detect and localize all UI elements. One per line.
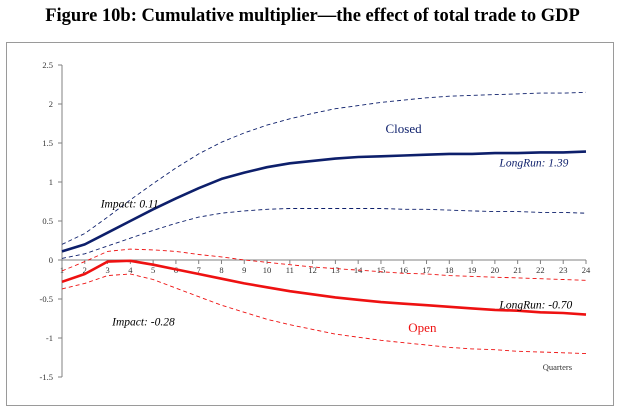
x-tick-label: 10: [263, 265, 272, 275]
closed-confidence-band-line-1: [61, 91, 587, 245]
x-tick-label: 16: [399, 265, 408, 275]
x-tick-label: 19: [468, 265, 477, 275]
x-tick-label: 22: [536, 265, 545, 275]
line-chart: 2.521.510.50-0.5-1-1.51 2 3 4 5 6 7 8 9 10 11 12 13 1…: [40, 60, 591, 382]
x-tick-label: 18: [445, 265, 454, 275]
y-tick-label: 0: [49, 255, 53, 265]
x-tick-label: 8: [219, 265, 223, 275]
x-tick-label: 24: [582, 265, 591, 275]
y-tick-label: -1.5: [40, 372, 53, 382]
x-tick-label: 1: [60, 265, 64, 275]
x-tick-label: 7: [197, 265, 201, 275]
figure-title: Figure 10b: Cumulative multiplier—the ef…: [45, 6, 580, 26]
x-tick-label: 15: [377, 265, 386, 275]
x-tick-label: 13: [331, 265, 340, 275]
x-axis-label: Quarters: [543, 362, 572, 372]
x-tick-label: 9: [242, 265, 246, 275]
y-tick-label: 2.5: [42, 60, 53, 70]
y-tick-label: -1: [46, 333, 53, 343]
annotation-0: Closed: [386, 121, 423, 136]
x-tick-label: 17: [422, 265, 431, 275]
x-tick-label: 20: [491, 265, 500, 275]
closed-point-estimate-line-0: [61, 150, 587, 253]
x-tick-label: 11: [286, 265, 294, 275]
annotation-1: LongRun: 1.39: [498, 157, 568, 169]
closed-confidence-band-line-2: [61, 208, 587, 259]
annotation-2: Impact: 0.11: [100, 199, 159, 211]
open-confidence-band-line-4: [61, 248, 587, 281]
x-tick-label: 3: [105, 265, 109, 275]
y-tick-label: 1.5: [42, 138, 53, 148]
annotation-3: Open: [408, 320, 437, 335]
open-confidence-band-line-5: [61, 273, 587, 355]
x-tick-label: 23: [559, 265, 568, 275]
x-tick-label: 5: [151, 265, 155, 275]
open-point-estimate-line-3: [61, 259, 587, 316]
y-tick-label: 2: [49, 99, 53, 109]
x-tick-label: 12: [308, 265, 317, 275]
y-tick-label: 1: [49, 177, 53, 187]
x-tick-label: 21: [513, 265, 522, 275]
y-tick-label: 0.5: [42, 216, 53, 226]
y-tick-label: -0.5: [40, 294, 53, 304]
annotation-5: Impact: -0.28: [111, 317, 175, 329]
annotation-4: LongRun: -0.70: [498, 299, 572, 311]
x-tick-label: 4: [128, 265, 133, 275]
chart-frame: 2.5 2 1.5 1 0.5 0 -0.5 -1 -1.5 1 2 3 4 5 6 7 8 9 10 11 12 13 1…: [6, 42, 614, 406]
x-tick-label: 2: [83, 265, 87, 275]
